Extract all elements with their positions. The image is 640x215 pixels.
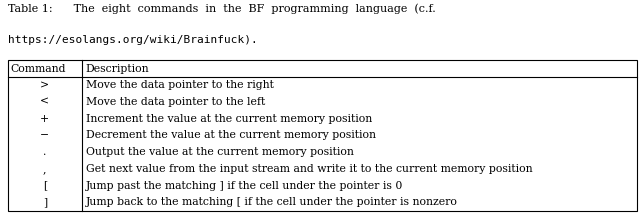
Text: >: >	[40, 80, 49, 90]
Text: Get next value from the input stream and write it to the current memory position: Get next value from the input stream and…	[86, 164, 532, 174]
Text: Description: Description	[86, 64, 149, 74]
Text: .: .	[43, 147, 47, 157]
Text: Move the data pointer to the right: Move the data pointer to the right	[86, 80, 274, 90]
Text: Decrement the value at the current memory position: Decrement the value at the current memor…	[86, 131, 376, 140]
Text: Output the value at the current memory position: Output the value at the current memory p…	[86, 147, 354, 157]
Text: Jump past the matching ] if the cell under the pointer is 0: Jump past the matching ] if the cell und…	[86, 181, 403, 191]
Text: <: <	[40, 97, 49, 107]
Text: ]: ]	[43, 197, 47, 207]
Text: https://esolangs.org/wiki/Brainfuck).: https://esolangs.org/wiki/Brainfuck).	[8, 35, 257, 46]
Text: −: −	[40, 131, 49, 140]
Text: ,: ,	[43, 164, 47, 174]
Text: [: [	[43, 181, 47, 191]
Text: Increment the value at the current memory position: Increment the value at the current memor…	[86, 114, 372, 124]
Text: Move the data pointer to the left: Move the data pointer to the left	[86, 97, 265, 107]
Text: Jump back to the matching [ if the cell under the pointer is nonzero: Jump back to the matching [ if the cell …	[86, 197, 458, 207]
Text: Command: Command	[10, 64, 66, 74]
Bar	[8, 60, 637, 211]
Text: +: +	[40, 114, 49, 124]
Text: Table 1:      The  eight  commands  in  the  BF  programming  language  (c.f.: Table 1: The eight commands in the BF pr…	[8, 3, 435, 14]
